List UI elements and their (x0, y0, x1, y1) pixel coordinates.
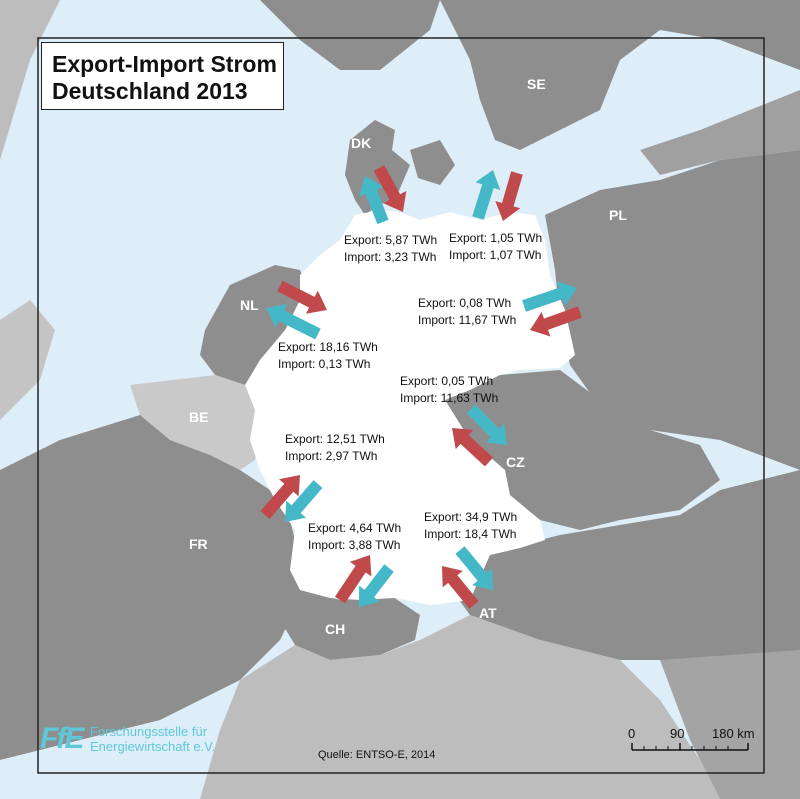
land-switzerland (280, 585, 420, 660)
country-label-at: AT (479, 605, 497, 621)
flow-dk-import: Import: 3,23 TWh (344, 250, 437, 264)
land-zealand (410, 140, 455, 185)
land-norway (260, 0, 440, 70)
scale-label-0: 0 (628, 726, 636, 741)
flow-at-export: Export: 34,9 TWh (424, 510, 518, 524)
ffe-logo-text: Forschungsstelle für Energiewirtschaft e… (90, 724, 215, 754)
flow-label-nl: Export: 18,16 TWh Import: 0,13 TWh (278, 339, 378, 373)
land-poland (545, 150, 800, 470)
arrow-import-fr (260, 475, 300, 519)
map-frame (37, 37, 765, 774)
land-czech (440, 370, 720, 530)
land-belgium (130, 375, 265, 470)
arrow-import-at (442, 566, 479, 609)
country-label-se: SE (527, 76, 546, 92)
ffe-logo-line1: Forschungsstelle für (90, 724, 208, 739)
arrow-import-dk (373, 165, 407, 212)
scale-label-90: 90 (670, 726, 685, 741)
arrow-export-se (472, 170, 501, 220)
germany-area (245, 210, 575, 605)
arrow-import-pl (530, 306, 582, 337)
flow-pl-export: Export: 0,08 TWh (418, 296, 512, 310)
flow-label-pl: Export: 0,08 TWh Import: 11,67 TWh (418, 295, 516, 329)
flow-fr-import: Import: 2,97 TWh (285, 449, 378, 463)
flow-ch-import: Import: 3,88 TWh (308, 538, 401, 552)
ffe-logo-line2: Energiewirtschaft e.V. (90, 739, 216, 754)
map-title-line1: Export-Import Strom (52, 51, 277, 77)
arrow-export-ch (359, 564, 394, 607)
land-baltic (640, 90, 800, 175)
flow-ch-export: Export: 4,64 TWh (308, 521, 402, 535)
land-balkans (660, 650, 800, 799)
land-uk (0, 300, 55, 420)
source-note: Quelle: ENTSO-E, 2014 (318, 749, 436, 761)
country-label-cz: CZ (506, 454, 525, 470)
country-label-fr: FR (189, 536, 208, 552)
land-france (0, 415, 300, 760)
arrow-import-nl (277, 280, 327, 314)
flow-se-import: Import: 1,07 TWh (449, 248, 542, 262)
arrow-import-cz (452, 428, 494, 467)
land-italy (200, 615, 720, 799)
flow-dk-export: Export: 5,87 TWh (344, 233, 438, 247)
flow-arrows (260, 165, 582, 609)
country-label-ch: CH (325, 621, 346, 637)
land-netherlands (200, 265, 310, 385)
flow-nl-export: Export: 18,16 TWh (278, 340, 378, 354)
flow-fr-export: Export: 12,51 TWh (285, 432, 385, 446)
ffe-logo-mark: FfE (40, 722, 84, 755)
arrow-export-nl (266, 304, 321, 340)
land-austria (430, 470, 800, 660)
arrow-export-pl (522, 281, 577, 312)
flow-at-import: Import: 18,4 TWh (424, 527, 517, 541)
country-label-be: BE (189, 409, 209, 425)
country-label-dk: DK (351, 135, 372, 151)
map-title-line2: Deutschland 2013 (52, 78, 248, 104)
map-title-box: Export-Import Strom Deutschland 2013 (41, 42, 284, 110)
flow-pl-import: Import: 11,67 TWh (418, 313, 517, 327)
country-label-nl: NL (240, 297, 259, 313)
flow-se-export: Export: 1,05 TWh (449, 231, 543, 245)
flow-label-dk: Export: 5,87 TWh Import: 3,23 TWh (344, 232, 437, 266)
flow-label-se: Export: 1,05 TWh Import: 1,07 TWh (449, 230, 542, 264)
flow-label-at: Export: 34,9 TWh Import: 18,4 TWh (424, 509, 517, 543)
arrow-export-dk (359, 176, 389, 225)
arrow-import-se (495, 171, 523, 221)
arrow-export-cz (466, 404, 507, 445)
flow-nl-import: Import: 0,13 TWh (278, 357, 371, 371)
country-label-pl: PL (609, 207, 627, 223)
flow-cz-export: Export: 0,05 TWh (400, 374, 494, 388)
arrow-export-fr (285, 480, 323, 522)
arrow-import-ch (335, 555, 372, 604)
flow-label-cz: Export: 0,05 TWh Import: 11,63 TWh (400, 373, 498, 407)
flow-label-fr: Export: 12,51 TWh Import: 2,97 TWh (285, 431, 385, 465)
flow-cz-import: Import: 11,63 TWh (400, 391, 499, 405)
flow-label-ch: Export: 4,64 TWh Import: 3,88 TWh (308, 520, 401, 554)
land-west (0, 0, 60, 160)
scale-bar (631, 743, 749, 751)
scale-label-180: 180 km (712, 726, 755, 741)
arrow-export-at (455, 546, 493, 590)
